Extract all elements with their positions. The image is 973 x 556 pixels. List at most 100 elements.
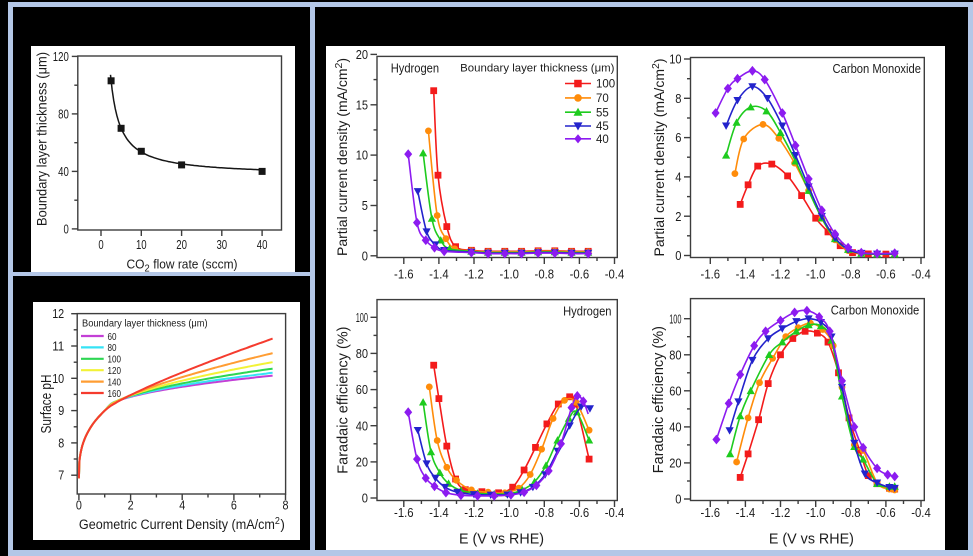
svg-text:20: 20 [356,455,368,470]
svg-text:-0.6: -0.6 [570,267,590,282]
svg-text:-0.6: -0.6 [876,505,896,520]
svg-text:Partial current density (mA/cm: Partial current density (mA/cm2) [650,58,667,256]
svg-text:-0.4: -0.4 [605,267,625,282]
svg-text:0: 0 [362,248,368,263]
svg-text:100: 100 [596,79,615,91]
svg-text:-1.6: -1.6 [701,267,721,282]
svg-text:12: 12 [52,306,64,321]
svg-text:80: 80 [356,346,368,361]
svg-text:120: 120 [108,366,122,377]
svg-text:-1.2: -1.2 [771,505,791,520]
svg-text:-0.4: -0.4 [911,505,931,520]
svg-text:11: 11 [52,339,64,354]
svg-text:-1.4: -1.4 [736,267,756,282]
svg-text:-0.8: -0.8 [535,267,555,282]
svg-text:Boundary layer thickness (μm): Boundary layer thickness (μm) [34,52,50,226]
svg-text:): ) [280,517,285,532]
svg-text:5: 5 [362,198,368,213]
svg-text:40: 40 [356,418,368,433]
svg-text:2: 2 [275,516,280,527]
svg-text:10: 10 [669,52,681,67]
svg-text:-0.4: -0.4 [911,267,931,282]
svg-text:-1.4: -1.4 [429,505,449,520]
svg-text:Surface pH: Surface pH [39,375,55,434]
svg-text:CO: CO [127,257,145,272]
svg-text:20: 20 [356,47,368,62]
svg-text:6: 6 [675,130,681,145]
svg-text:Carbon Monoxide: Carbon Monoxide [833,61,922,76]
svg-text:0: 0 [76,497,82,512]
svg-text:40: 40 [58,165,69,179]
svg-text:E (V vs RHE): E (V vs RHE) [459,531,544,548]
svg-text:100: 100 [669,311,681,326]
svg-text:-1.0: -1.0 [499,267,519,282]
svg-text:flow rate (sccm): flow rate (sccm) [153,257,237,272]
svg-text:160: 160 [108,389,122,400]
svg-text:Partial current density (mA/cm: Partial current density (mA/cm2) [333,58,350,256]
svg-text:Boundary layer thickness (μm): Boundary layer thickness (μm) [460,63,614,75]
svg-text:4: 4 [675,170,681,185]
svg-text:Hydrogen: Hydrogen [563,305,611,319]
svg-text:-1.6: -1.6 [701,505,721,520]
svg-text:-1.0: -1.0 [499,505,519,520]
svg-text:-1.4: -1.4 [429,267,449,282]
svg-text:30: 30 [216,238,227,252]
svg-text:10: 10 [136,238,147,252]
svg-text:-1.4: -1.4 [736,505,756,520]
svg-text:80: 80 [58,107,69,121]
svg-text:Geometric Current Density (mA/: Geometric Current Density (mA/cm [79,517,275,532]
svg-text:-1.6: -1.6 [394,505,414,520]
svg-text:-0.8: -0.8 [841,505,861,520]
svg-text:6: 6 [231,497,237,512]
svg-text:40: 40 [596,134,609,146]
svg-text:70: 70 [596,93,609,105]
svg-text:80: 80 [108,343,117,354]
svg-text:7: 7 [58,468,64,483]
svg-text:0: 0 [98,238,103,252]
svg-text:-1.0: -1.0 [806,267,826,282]
svg-text:100: 100 [108,355,122,366]
svg-text:-0.4: -0.4 [605,505,625,520]
svg-text:8: 8 [283,497,289,512]
svg-text:10: 10 [52,371,64,386]
svg-text:8: 8 [675,91,681,106]
svg-text:0: 0 [362,491,368,506]
svg-text:E (V vs RHE): E (V vs RHE) [769,531,854,548]
svg-text:Faradaic efficiency (%): Faradaic efficiency (%) [651,326,667,473]
svg-text:20: 20 [176,238,187,252]
svg-text:120: 120 [53,50,69,64]
svg-text:40: 40 [669,420,681,435]
svg-text:4: 4 [179,497,185,512]
svg-text:-1.2: -1.2 [464,267,484,282]
svg-text:-1.6: -1.6 [394,267,414,282]
svg-text:0: 0 [64,222,69,236]
svg-text:-0.8: -0.8 [535,505,555,520]
svg-text:-1.2: -1.2 [464,505,484,520]
svg-text:60: 60 [669,383,681,398]
svg-text:40: 40 [257,238,268,252]
svg-text:-0.8: -0.8 [841,267,861,282]
svg-text:55: 55 [596,107,609,119]
svg-text:2: 2 [675,209,681,224]
svg-text:Carbon Monoxide: Carbon Monoxide [831,303,920,318]
svg-text:Boundary layer thickness (μm): Boundary layer thickness (μm) [82,319,208,330]
svg-text:-0.6: -0.6 [876,267,896,282]
svg-text:60: 60 [108,332,117,343]
svg-text:-1.2: -1.2 [771,267,791,282]
svg-text:-0.6: -0.6 [570,505,590,520]
svg-text:140: 140 [108,377,122,388]
svg-text:Hydrogen: Hydrogen [391,62,439,76]
svg-text:100: 100 [356,310,368,325]
svg-text:15: 15 [356,97,368,112]
svg-text:9: 9 [58,403,64,418]
svg-text:Faradaic efficiency (%): Faradaic efficiency (%) [336,326,352,473]
svg-text:2: 2 [128,497,134,512]
svg-text:20: 20 [669,456,681,471]
svg-text:2: 2 [145,264,151,275]
svg-text:0: 0 [675,248,681,263]
svg-text:-1.0: -1.0 [806,505,826,520]
svg-text:45: 45 [596,121,609,133]
svg-text:0: 0 [675,492,681,507]
svg-text:8: 8 [58,435,64,450]
svg-text:10: 10 [356,148,368,163]
